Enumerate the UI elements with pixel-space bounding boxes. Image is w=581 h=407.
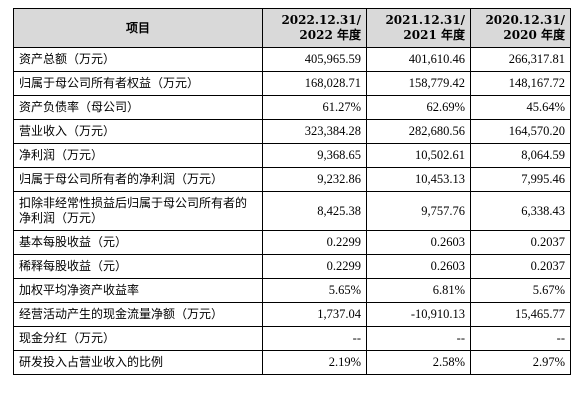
- row-label: 归属于母公司所有者的净利润（万元）: [13, 167, 263, 192]
- row-label: 基本每股收益（元）: [13, 230, 263, 255]
- cell-2021: 10,502.61: [366, 143, 471, 168]
- table-row: 归属于母公司所有者的净利润（万元） 9,232.86 10,453.13 7,9…: [13, 167, 571, 192]
- header-period-2020-year: 2020 年度: [503, 28, 565, 42]
- table-row: 资产负债率（母公司） 61.27% 62.69% 45.64%: [13, 95, 571, 120]
- financial-table-container: 项目 2022.12.31/ 2022 年度 2021.12.31/ 2021 …: [13, 8, 571, 375]
- cell-2021: 2.58%: [366, 350, 471, 375]
- table-row: 归属于母公司所有者权益（万元） 168,028.71 158,779.42 14…: [13, 71, 571, 96]
- table-row: 基本每股收益（元） 0.2299 0.2603 0.2037: [13, 230, 571, 255]
- table-row: 净利润（万元） 9,368.65 10,502.61 8,064.59: [13, 143, 571, 168]
- cell-2022: 2.19%: [262, 350, 367, 375]
- header-period-2022-date: 2022.12.31/: [281, 13, 361, 27]
- cell-2020: --: [470, 326, 571, 351]
- cell-2021: 401,610.46: [366, 47, 471, 72]
- cell-2022: 61.27%: [262, 95, 367, 120]
- header-period-2020-date: 2020.12.31/: [485, 13, 565, 27]
- cell-2022: 8,425.38: [262, 191, 367, 231]
- cell-2022: 168,028.71: [262, 71, 367, 96]
- cell-2020: 0.2037: [470, 230, 571, 255]
- cell-2021: --: [366, 326, 471, 351]
- row-label: 稀释每股收益（元）: [13, 254, 263, 279]
- cell-2021: 0.2603: [366, 230, 471, 255]
- table-row: 研发投入占营业收入的比例 2.19% 2.58% 2.97%: [13, 350, 571, 375]
- row-label: 研发投入占营业收入的比例: [13, 350, 263, 375]
- cell-2020: 266,317.81: [470, 47, 571, 72]
- header-period-2020: 2020.12.31/ 2020 年度: [470, 8, 571, 48]
- cell-2022: 1,737.04: [262, 302, 367, 327]
- cell-2021: 282,680.56: [366, 119, 471, 144]
- row-label: 现金分红（万元）: [13, 326, 263, 351]
- cell-2022: 323,384.28: [262, 119, 367, 144]
- table-header-row: 项目 2022.12.31/ 2022 年度 2021.12.31/ 2021 …: [13, 8, 571, 48]
- table-row: 加权平均净资产收益率 5.65% 6.81% 5.67%: [13, 278, 571, 303]
- header-period-2022: 2022.12.31/ 2022 年度: [262, 8, 367, 48]
- cell-2022: 0.2299: [262, 230, 367, 255]
- cell-2021: -10,910.13: [366, 302, 471, 327]
- cell-2022: 0.2299: [262, 254, 367, 279]
- cell-2021: 158,779.42: [366, 71, 471, 96]
- header-period-2021-date: 2021.12.31/: [385, 13, 465, 27]
- cell-2020: 5.67%: [470, 278, 571, 303]
- cell-2020: 2.97%: [470, 350, 571, 375]
- row-label: 净利润（万元）: [13, 143, 263, 168]
- row-label: 经营活动产生的现金流量净额（万元）: [13, 302, 263, 327]
- header-period-2022-year: 2022 年度: [299, 28, 361, 42]
- financial-indicators-table: 项目 2022.12.31/ 2022 年度 2021.12.31/ 2021 …: [13, 8, 571, 375]
- cell-2021: 6.81%: [366, 278, 471, 303]
- cell-2020: 8,064.59: [470, 143, 571, 168]
- cell-2021: 62.69%: [366, 95, 471, 120]
- table-row: 经营活动产生的现金流量净额（万元） 1,737.04 -10,910.13 15…: [13, 302, 571, 327]
- cell-2022: 9,368.65: [262, 143, 367, 168]
- row-label: 归属于母公司所有者权益（万元）: [13, 71, 263, 96]
- cell-2021: 10,453.13: [366, 167, 471, 192]
- cell-2020: 7,995.46: [470, 167, 571, 192]
- cell-2021: 0.2603: [366, 254, 471, 279]
- table-row: 资产总额（万元） 405,965.59 401,610.46 266,317.8…: [13, 47, 571, 72]
- cell-2022: 9,232.86: [262, 167, 367, 192]
- table-row: 现金分红（万元） -- -- --: [13, 326, 571, 351]
- table-row: 稀释每股收益（元） 0.2299 0.2603 0.2037: [13, 254, 571, 279]
- row-label: 加权平均净资产收益率: [13, 278, 263, 303]
- row-label: 资产负债率（母公司）: [13, 95, 263, 120]
- row-label: 资产总额（万元）: [13, 47, 263, 72]
- cell-2021: 9,757.76: [366, 191, 471, 231]
- cell-2020: 15,465.77: [470, 302, 571, 327]
- cell-2020: 148,167.72: [470, 71, 571, 96]
- row-label: 扣除非经常性损益后归属于母公司所有者的净利润（万元）: [13, 191, 263, 231]
- row-label: 营业收入（万元）: [13, 119, 263, 144]
- table-row: 扣除非经常性损益后归属于母公司所有者的净利润（万元） 8,425.38 9,75…: [13, 191, 571, 231]
- table-row: 营业收入（万元） 323,384.28 282,680.56 164,570.2…: [13, 119, 571, 144]
- header-item: 项目: [13, 8, 263, 48]
- cell-2020: 164,570.20: [470, 119, 571, 144]
- cell-2022: --: [262, 326, 367, 351]
- header-period-2021: 2021.12.31/ 2021 年度: [366, 8, 471, 48]
- cell-2020: 0.2037: [470, 254, 571, 279]
- cell-2022: 5.65%: [262, 278, 367, 303]
- cell-2020: 6,338.43: [470, 191, 571, 231]
- cell-2022: 405,965.59: [262, 47, 367, 72]
- header-period-2021-year: 2021 年度: [403, 28, 465, 42]
- cell-2020: 45.64%: [470, 95, 571, 120]
